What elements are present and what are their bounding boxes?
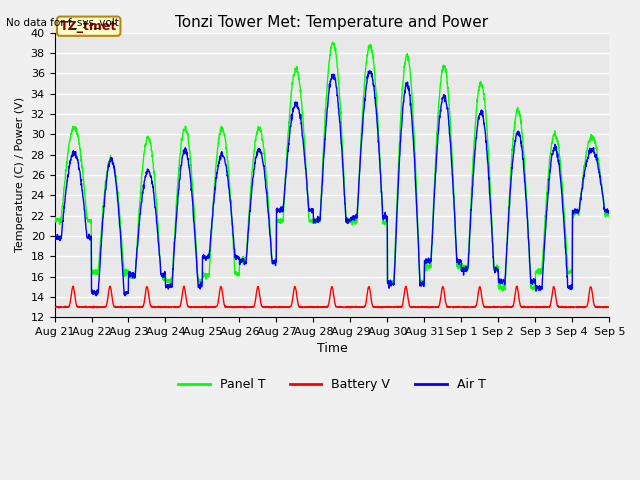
Text: No data for f_sys_volt: No data for f_sys_volt (6, 17, 119, 28)
Title: Tonzi Tower Met: Temperature and Power: Tonzi Tower Met: Temperature and Power (175, 15, 488, 30)
Y-axis label: Temperature (C) / Power (V): Temperature (C) / Power (V) (15, 97, 25, 252)
Legend: Panel T, Battery V, Air T: Panel T, Battery V, Air T (173, 373, 490, 396)
Text: TZ_tmet: TZ_tmet (60, 20, 117, 33)
X-axis label: Time: Time (317, 342, 348, 356)
